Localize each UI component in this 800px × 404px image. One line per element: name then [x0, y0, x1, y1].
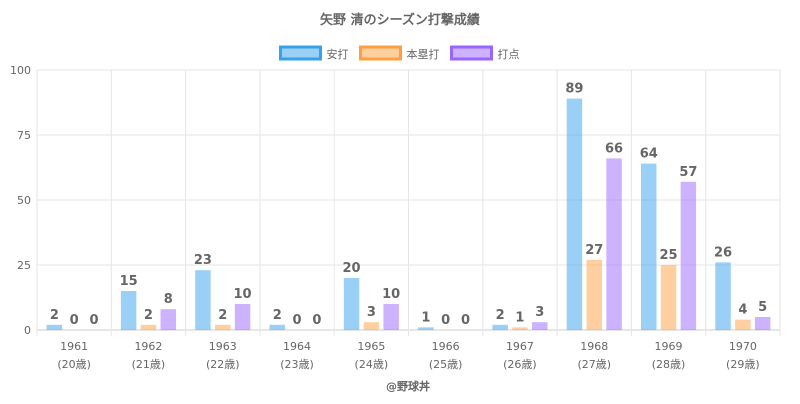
x-tick-label: 1961	[60, 340, 88, 353]
bar-安打-1964	[269, 324, 285, 330]
data-label: 1	[515, 310, 524, 325]
data-label: 15	[120, 274, 138, 289]
legend: 安打 本塁打 打点	[279, 45, 520, 61]
data-label: 64	[640, 147, 658, 162]
x-tick-label: 1967	[506, 340, 534, 353]
bar-本塁打-1963	[215, 324, 231, 330]
data-label: 5	[758, 300, 767, 315]
y-tick-label: 75	[17, 129, 31, 142]
data-label: 2	[273, 308, 282, 323]
legend-label: 打点	[498, 47, 520, 61]
y-axis: 0 25 50 75 100	[10, 64, 31, 337]
bar-打点-1969	[680, 181, 697, 330]
bar-打点-1965	[383, 304, 399, 330]
y-tick-label: 25	[17, 259, 31, 272]
data-label: 3	[367, 305, 376, 320]
bar-安打-1961	[46, 324, 63, 330]
x-tick-label: 1969	[655, 340, 683, 353]
data-label: 0	[312, 313, 321, 328]
data-label: 4	[738, 303, 747, 318]
bar-本塁打-1967	[512, 327, 528, 330]
data-label: 0	[293, 313, 302, 328]
x-tick-label: 1966	[432, 340, 460, 353]
y-tick-label: 0	[24, 324, 31, 337]
data-label: 0	[441, 313, 450, 328]
x-tick-label: 1963	[209, 340, 237, 353]
x-tick-label: 1964	[283, 340, 311, 353]
x-tick-sublabel: (27歳)	[577, 358, 611, 371]
bar-本塁打-1970	[735, 319, 751, 330]
bar-安打-1962	[120, 291, 137, 330]
chart-title: 矢野 清のシーズン打撃成績	[320, 12, 480, 28]
bar-本塁打-1965	[363, 322, 380, 330]
data-label: 20	[342, 261, 360, 276]
legend-swatch	[279, 45, 322, 61]
x-axis: 1961 (20歳) 1962 (21歳) 1963 (22歳) 1964 (23歳) 1965…	[57, 340, 759, 371]
x-tick-sublabel: (22歳)	[206, 358, 240, 371]
x-tick-label: 1968	[580, 340, 608, 353]
legend-swatch	[450, 45, 493, 61]
data-label: 10	[382, 287, 400, 302]
bars	[46, 98, 771, 330]
bar-打点-1963	[234, 304, 251, 330]
data-label: 2	[50, 308, 59, 323]
data-label: 26	[714, 245, 732, 260]
data-label: 2	[218, 308, 227, 323]
bar-本塁打-1962	[140, 324, 157, 330]
x-tick-sublabel: (26歳)	[503, 358, 537, 371]
data-label: 3	[535, 305, 544, 320]
x-tick-sublabel: (20歳)	[57, 358, 91, 371]
x-tick-sublabel: (21歳)	[132, 358, 166, 371]
data-label: 0	[89, 313, 98, 328]
data-label: 1	[421, 310, 430, 325]
bar-安打-1965	[343, 278, 360, 330]
bar-安打-1968	[566, 98, 583, 330]
data-label: 89	[565, 82, 583, 97]
data-label: 0	[70, 313, 79, 328]
bar-打点-1968	[606, 158, 622, 330]
bar-安打-1967	[492, 324, 508, 330]
bar-本塁打-1969	[660, 265, 677, 330]
x-tick-sublabel: (23歳)	[280, 358, 314, 371]
data-label: 8	[164, 292, 173, 307]
legend-swatch	[359, 45, 402, 61]
bar-安打-1966	[418, 327, 434, 330]
x-tick-sublabel: (24歳)	[355, 358, 389, 371]
bar-安打-1969	[641, 163, 657, 330]
bar-打点-1970	[754, 317, 771, 330]
data-label: 2	[144, 308, 153, 323]
x-tick-sublabel: (28歳)	[652, 358, 686, 371]
bar-安打-1970	[715, 262, 731, 330]
data-label: 57	[679, 165, 697, 180]
bar-本塁打-1968	[586, 259, 602, 330]
grid-lines	[36, 69, 781, 336]
legend-label: 本塁打	[407, 47, 440, 61]
x-tick-label: 1970	[729, 340, 757, 353]
bar-安打-1963	[195, 270, 211, 330]
data-label: 23	[194, 253, 212, 268]
y-tick-label: 100	[10, 64, 31, 77]
bar-打点-1962	[160, 309, 176, 330]
x-tick-label: 1962	[134, 340, 162, 353]
data-label: 25	[660, 248, 678, 263]
data-label: 0	[461, 313, 470, 328]
legend-label: 安打	[327, 47, 349, 61]
data-label: 27	[585, 243, 603, 258]
data-label: 2	[496, 308, 505, 323]
y-tick-label: 50	[17, 194, 31, 207]
footer-credit: @野球丼	[386, 379, 430, 393]
data-label: 10	[234, 287, 252, 302]
x-tick-sublabel: (29歳)	[726, 358, 760, 371]
data-label: 66	[605, 141, 623, 156]
x-tick-sublabel: (25歳)	[429, 358, 463, 371]
x-tick-label: 1965	[357, 340, 385, 353]
bar-打点-1967	[532, 322, 548, 330]
